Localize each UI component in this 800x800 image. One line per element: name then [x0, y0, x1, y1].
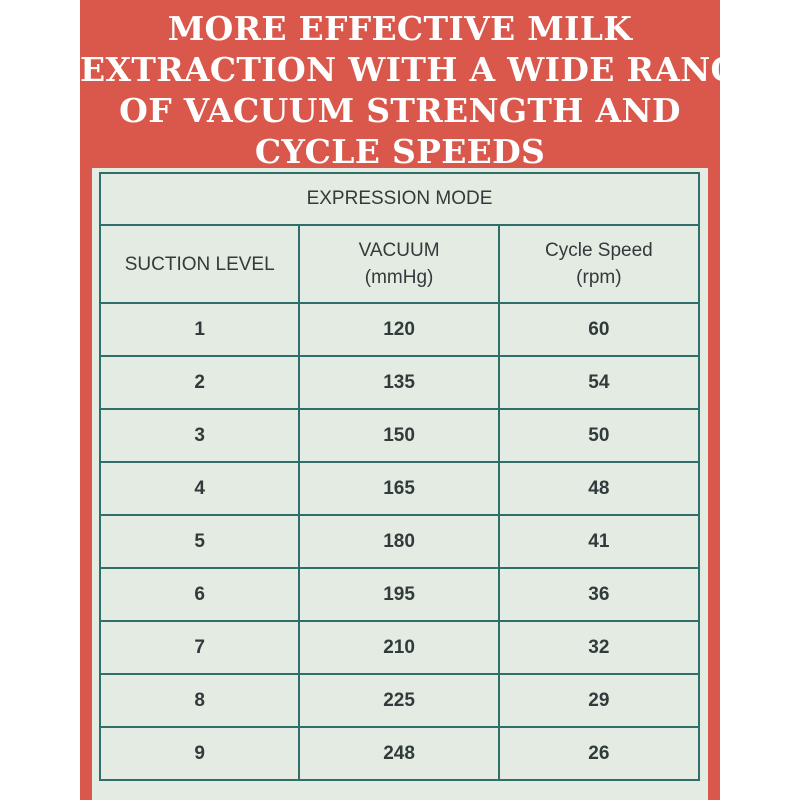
- cycle-speed-cell: 29: [497, 673, 701, 728]
- table-row: 1 120 60: [98, 302, 701, 357]
- cycle-speed-header-label: Cycle Speed: [545, 240, 653, 261]
- table-row: 6 195 36: [98, 567, 701, 622]
- vacuum-header-label: VACUUM: [358, 240, 440, 261]
- suction-level-header: SUCTION LEVEL: [98, 224, 301, 304]
- vacuum-cell: 195: [298, 567, 500, 622]
- vacuum-cell: 210: [298, 620, 500, 675]
- suction-level-cell: 9: [98, 726, 301, 781]
- suction-level-cell: 4: [98, 461, 301, 516]
- table-row: 5 180 41: [98, 514, 701, 569]
- cycle-speed-cell: 60: [497, 302, 701, 357]
- cycle-speed-header-unit: (rpm): [576, 267, 622, 288]
- page-title: MORE EFFECTIVE MILK EXTRACTION WITH A WI…: [80, 8, 765, 172]
- table-row: 3 150 50: [98, 408, 701, 463]
- expression-mode-header: EXPRESSION MODE: [99, 172, 700, 226]
- cycle-speed-cell: 36: [497, 567, 701, 622]
- table-mode-header-row: EXPRESSION MODE: [99, 172, 700, 226]
- table-row: 4 165 48: [98, 461, 701, 516]
- suction-level-cell: 6: [98, 567, 301, 622]
- vacuum-cell: 150: [298, 408, 500, 463]
- title-line: OF VACUUM STRENGTH AND: [119, 91, 681, 130]
- vacuum-header: VACUUM (mmHg): [298, 224, 500, 304]
- suction-level-cell: 2: [98, 355, 301, 410]
- cycle-speed-cell: 48: [497, 461, 701, 516]
- cycle-speed-cell: 54: [497, 355, 701, 410]
- vacuum-cell: 120: [298, 302, 500, 357]
- title-line: EXTRACTION WITH A WIDE RANGE: [80, 50, 765, 89]
- suction-level-cell: 1: [98, 302, 301, 357]
- table-row: 2 135 54: [98, 355, 701, 410]
- suction-level-cell: 3: [98, 408, 301, 463]
- vacuum-cell: 248: [298, 726, 500, 781]
- title-line: CYCLE SPEEDS: [254, 132, 546, 171]
- suction-level-cell: 7: [98, 620, 301, 675]
- vacuum-cell: 180: [298, 514, 500, 569]
- cycle-speed-cell: 26: [497, 726, 701, 781]
- expression-mode-table: EXPRESSION MODE SUCTION LEVEL VACUUM (mm…: [98, 172, 701, 781]
- cycle-speed-header: Cycle Speed (rpm): [497, 224, 701, 304]
- vacuum-cell: 135: [298, 355, 500, 410]
- table-row: 7 210 32: [98, 620, 701, 675]
- cycle-speed-cell: 50: [497, 408, 701, 463]
- suction-level-cell: 5: [98, 514, 301, 569]
- title-line: MORE EFFECTIVE MILK: [167, 9, 633, 48]
- table-container: EXPRESSION MODE SUCTION LEVEL VACUUM (mm…: [92, 168, 708, 800]
- vacuum-cell: 165: [298, 461, 500, 516]
- cycle-speed-cell: 41: [497, 514, 701, 569]
- suction-level-cell: 8: [98, 673, 301, 728]
- vacuum-header-unit: (mmHg): [364, 267, 434, 288]
- table-row: 9 248 26: [98, 726, 701, 781]
- vacuum-cell: 225: [298, 673, 500, 728]
- table-row: 8 225 29: [98, 673, 701, 728]
- table-column-header-row: SUCTION LEVEL VACUUM (mmHg) Cycle Speed …: [98, 224, 701, 304]
- cycle-speed-cell: 32: [497, 620, 701, 675]
